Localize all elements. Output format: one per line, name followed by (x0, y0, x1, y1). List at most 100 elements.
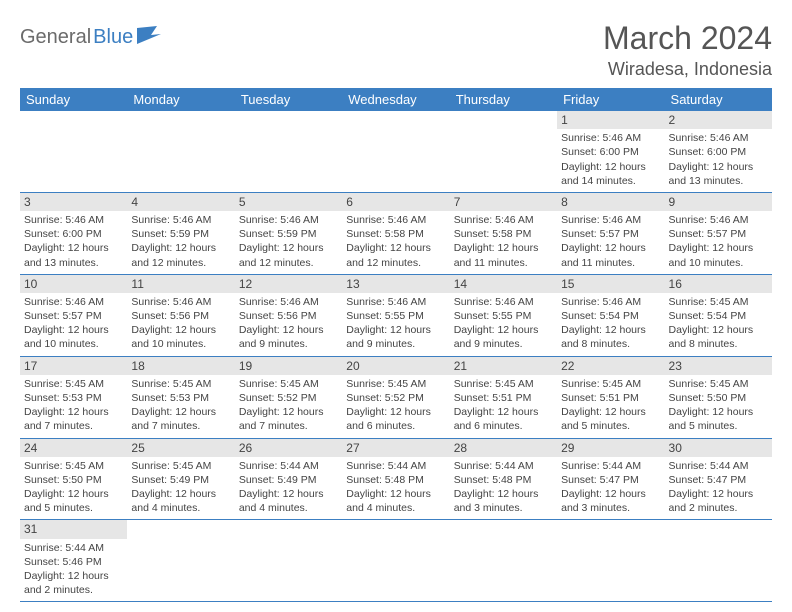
daylight-line: Daylight: 12 hours and 5 minutes. (561, 405, 660, 433)
sunrise-line: Sunrise: 5:46 AM (561, 213, 660, 227)
sunrise-line: Sunrise: 5:45 AM (131, 459, 230, 473)
sunset-line: Sunset: 5:57 PM (561, 227, 660, 241)
sunrise-line: Sunrise: 5:46 AM (454, 295, 553, 309)
sunrise-line: Sunrise: 5:45 AM (131, 377, 230, 391)
daylight-line: Daylight: 12 hours and 8 minutes. (561, 323, 660, 351)
day-number: 14 (450, 275, 557, 293)
day-cell: 28Sunrise: 5:44 AMSunset: 5:48 PMDayligh… (450, 438, 557, 520)
day-number: 30 (665, 439, 772, 457)
blank-cell (557, 520, 664, 602)
sunset-line: Sunset: 5:56 PM (239, 309, 338, 323)
logo-flag-icon (137, 26, 163, 49)
sunset-line: Sunset: 5:46 PM (24, 555, 123, 569)
daylight-line: Daylight: 12 hours and 5 minutes. (24, 487, 123, 515)
day-cell: 11Sunrise: 5:46 AMSunset: 5:56 PMDayligh… (127, 274, 234, 356)
sunset-line: Sunset: 5:57 PM (24, 309, 123, 323)
day-number: 31 (20, 520, 127, 538)
day-cell: 10Sunrise: 5:46 AMSunset: 5:57 PMDayligh… (20, 274, 127, 356)
daylight-line: Daylight: 12 hours and 12 minutes. (239, 241, 338, 269)
blank-cell (665, 520, 772, 602)
daylight-line: Daylight: 12 hours and 4 minutes. (346, 487, 445, 515)
day-cell: 27 Sunrise: 5:44 AMSunset: 5:48 PMDayligh… (342, 438, 449, 520)
empty-cell (20, 111, 127, 192)
day-cell: 29Sunrise: 5:44 AMSunset: 5:47 PMDayligh… (557, 438, 664, 520)
daylight-line: Daylight: 12 hours and 4 minutes. (131, 487, 230, 515)
weekday-header-row: SundayMondayTuesdayWednesdayThursdayFrid… (20, 88, 772, 111)
blank-cell (127, 520, 234, 602)
logo-text-general: General (20, 26, 91, 49)
sunset-line: Sunset: 6:00 PM (561, 145, 660, 159)
day-number: 15 (557, 275, 664, 293)
day-number: 27 (342, 439, 449, 457)
day-cell: 12Sunrise: 5:46 AMSunset: 5:56 PMDayligh… (235, 274, 342, 356)
sunrise-line: Sunrise: 5:45 AM (346, 377, 445, 391)
day-number: 28 (450, 439, 557, 457)
day-cell: 22Sunrise: 5:45 AMSunset: 5:51 PMDayligh… (557, 356, 664, 438)
weekday-header: Saturday (665, 88, 772, 111)
sunset-line: Sunset: 5:51 PM (561, 391, 660, 405)
day-cell: 25Sunrise: 5:45 AMSunset: 5:49 PMDayligh… (127, 438, 234, 520)
daylight-line: Daylight: 12 hours and 11 minutes. (561, 241, 660, 269)
empty-cell (127, 111, 234, 192)
day-cell: 7Sunrise: 5:46 AMSunset: 5:58 PMDaylight… (450, 192, 557, 274)
day-cell: 17Sunrise: 5:45 AMSunset: 5:53 PMDayligh… (20, 356, 127, 438)
sunrise-line: Sunrise: 5:46 AM (346, 213, 445, 227)
location-label: Wiradesa, Indonesia (603, 59, 772, 80)
sunrise-line: Sunrise: 5:45 AM (239, 377, 338, 391)
day-number: 2 (665, 111, 772, 129)
sunset-line: Sunset: 5:47 PM (669, 473, 768, 487)
title-block: March 2024 Wiradesa, Indonesia (603, 20, 772, 80)
day-number: 5 (235, 193, 342, 211)
sunrise-line: Sunrise: 5:46 AM (561, 131, 660, 145)
sunrise-line: Sunrise: 5:46 AM (669, 131, 768, 145)
sunset-line: Sunset: 5:49 PM (131, 473, 230, 487)
daylight-line: Daylight: 12 hours and 12 minutes. (346, 241, 445, 269)
day-cell: 4Sunrise: 5:46 AMSunset: 5:59 PMDaylight… (127, 192, 234, 274)
daylight-line: Daylight: 12 hours and 5 minutes. (669, 405, 768, 433)
sunset-line: Sunset: 5:50 PM (669, 391, 768, 405)
sunset-line: Sunset: 5:55 PM (346, 309, 445, 323)
sunset-line: Sunset: 5:54 PM (561, 309, 660, 323)
daylight-line: Daylight: 12 hours and 4 minutes. (239, 487, 338, 515)
calendar-body: 1Sunrise: 5:46 AMSunset: 6:00 PMDaylight… (20, 111, 772, 602)
sunset-line: Sunset: 5:59 PM (239, 227, 338, 241)
daylight-line: Daylight: 12 hours and 6 minutes. (346, 405, 445, 433)
sunset-line: Sunset: 5:49 PM (239, 473, 338, 487)
day-number: 6 (342, 193, 449, 211)
sunset-line: Sunset: 5:52 PM (346, 391, 445, 405)
day-number: 22 (557, 357, 664, 375)
weekday-header: Tuesday (235, 88, 342, 111)
day-cell: 8Sunrise: 5:46 AMSunset: 5:57 PMDaylight… (557, 192, 664, 274)
sunset-line: Sunset: 5:56 PM (131, 309, 230, 323)
daylight-line: Daylight: 12 hours and 3 minutes. (454, 487, 553, 515)
day-number: 18 (127, 357, 234, 375)
sunrise-line: Sunrise: 5:46 AM (131, 295, 230, 309)
day-cell: 13Sunrise: 5:46 AMSunset: 5:55 PMDayligh… (342, 274, 449, 356)
sunset-line: Sunset: 5:48 PM (454, 473, 553, 487)
blank-cell (450, 520, 557, 602)
sunrise-line: Sunrise: 5:46 AM (24, 213, 123, 227)
day-number: 16 (665, 275, 772, 293)
daylight-line: Daylight: 12 hours and 3 minutes. (561, 487, 660, 515)
sunrise-line: Sunrise: 5:44 AM (669, 459, 768, 473)
sunrise-line: Sunrise: 5:46 AM (239, 295, 338, 309)
daylight-line: Daylight: 12 hours and 12 minutes. (131, 241, 230, 269)
day-cell: 30Sunrise: 5:44 AMSunset: 5:47 PMDayligh… (665, 438, 772, 520)
sunrise-line: Sunrise: 5:44 AM (239, 459, 338, 473)
empty-cell (342, 111, 449, 192)
day-number: 26 (235, 439, 342, 457)
sunrise-line: Sunrise: 5:46 AM (346, 295, 445, 309)
logo-text-blue: Blue (93, 26, 133, 49)
day-cell: 24Sunrise: 5:45 AMSunset: 5:50 PMDayligh… (20, 438, 127, 520)
day-number: 3 (20, 193, 127, 211)
calendar-table: SundayMondayTuesdayWednesdayThursdayFrid… (20, 88, 772, 602)
sunset-line: Sunset: 5:48 PM (346, 473, 445, 487)
sunrise-line: Sunrise: 5:44 AM (346, 459, 445, 473)
day-number: 17 (20, 357, 127, 375)
daylight-line: Daylight: 12 hours and 9 minutes. (346, 323, 445, 351)
daylight-line: Daylight: 12 hours and 9 minutes. (454, 323, 553, 351)
daylight-line: Daylight: 12 hours and 13 minutes. (669, 160, 768, 188)
day-number: 12 (235, 275, 342, 293)
sunset-line: Sunset: 5:50 PM (24, 473, 123, 487)
sunrise-line: Sunrise: 5:44 AM (561, 459, 660, 473)
